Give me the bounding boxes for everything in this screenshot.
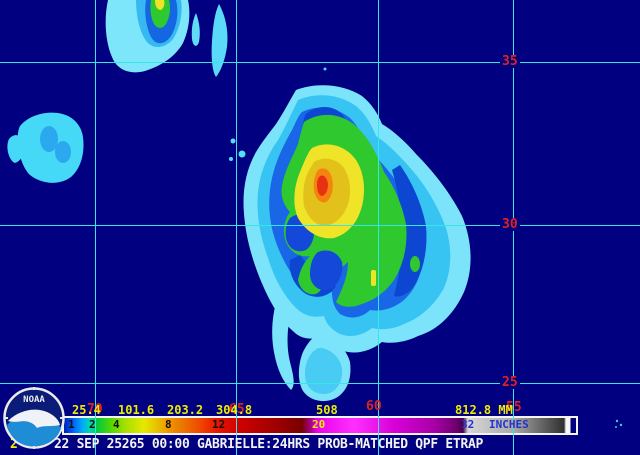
mm-label-203-2: 203.2 [167, 403, 204, 417]
speck-dots [323, 67, 623, 428]
gridline-lon-70 [95, 0, 96, 455]
lon-label-65: 65 [229, 402, 245, 417]
inch-label-32: 32 [461, 418, 475, 431]
gridline-lat-35 [0, 62, 640, 63]
inch-label-8: 8 [165, 418, 172, 431]
mm-label-101-6: 101.6 [118, 403, 155, 417]
inch-label-12: 12 [212, 418, 226, 431]
inches-unit-label: INCHES [489, 418, 529, 431]
noaa-logo-text: NOAA [23, 395, 45, 405]
lon-label-70: 70 [87, 402, 103, 417]
noaa-logo: NOAA [3, 387, 65, 449]
lat-label-30: 30 [500, 217, 520, 232]
product-title-text: 22 SEP 25265 00:00 GABRIELLE:24HRS PROB-… [54, 437, 484, 452]
mm-label-508: 508 [316, 403, 338, 417]
gridline-lon-60 [378, 0, 379, 455]
lat-label-25: 25 [500, 375, 520, 390]
inch-label-4: 4 [113, 418, 120, 431]
lat-label-35: 35 [500, 54, 520, 69]
inch-label-1: 1 [68, 418, 75, 431]
inch-label-2: 2 [89, 418, 96, 431]
mm-label-812-8: 812.8 MM [455, 403, 513, 417]
left-edge-blob [7, 112, 84, 183]
mm-label-25-4: 25.4 [72, 403, 101, 417]
mm-label-304-8: 304.8 [216, 403, 253, 417]
storm-main-blob [243, 85, 471, 402]
colorbar-gradient [64, 418, 576, 433]
footer-left-number: 2 [10, 437, 18, 452]
gridline-lat-30 [0, 225, 640, 226]
storm-topleft-blob [105, 0, 246, 161]
inch-label-20: 20 [312, 418, 326, 431]
gridline-lat-25 [0, 383, 640, 384]
lon-label-55: 55 [506, 400, 522, 415]
lon-label-60: 60 [366, 399, 382, 414]
gridline-lon-65 [236, 0, 237, 455]
